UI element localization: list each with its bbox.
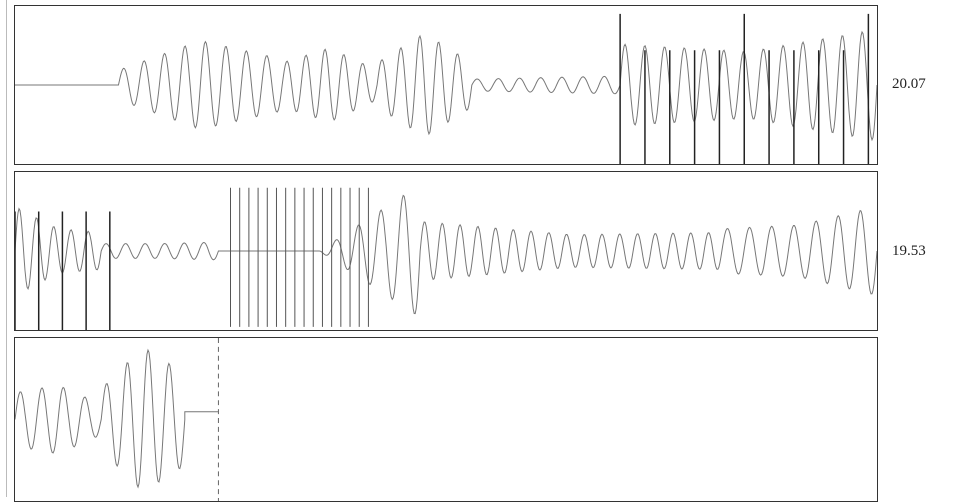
left-edge-rule [6, 0, 7, 497]
waveform-strip-1 [14, 5, 878, 165]
waveform-trace [15, 348, 219, 489]
waveform-strip-2 [14, 171, 878, 331]
strip-2-label: 19.53 [892, 243, 926, 259]
waveform-strip-3 [14, 337, 878, 502]
waveform-svg-2 [15, 187, 877, 330]
waveform-svg-1 [15, 13, 877, 164]
waveform-svg-3 [15, 338, 219, 501]
waveform-trace [15, 30, 877, 142]
waveform-trace [15, 194, 877, 315]
strip-1-label: 20.07 [892, 76, 926, 92]
